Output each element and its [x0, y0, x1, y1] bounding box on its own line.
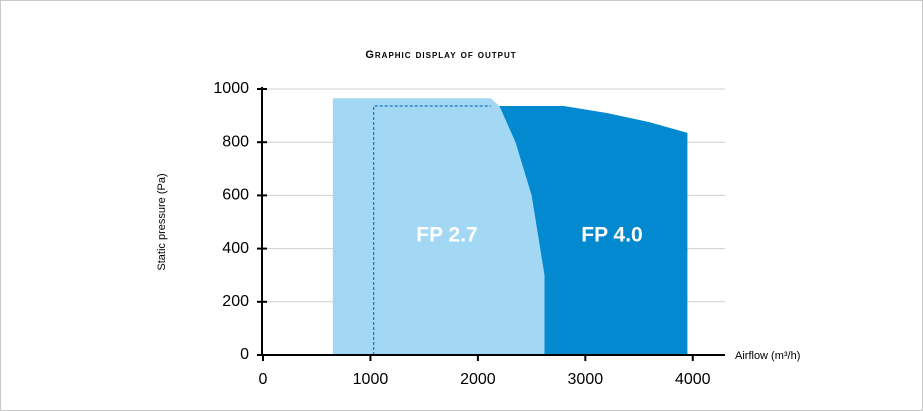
y-tick-label: 400	[222, 240, 249, 257]
y-tick-label: 600	[222, 187, 249, 204]
x-tick-label: 1000	[353, 371, 389, 388]
x-axis-label: Airflow (m³/h)	[735, 350, 800, 362]
y-tick-label: 1000	[213, 80, 249, 97]
area	[332, 98, 545, 355]
y-tick-label: 0	[240, 346, 249, 363]
chart-title: Graphic display of output	[365, 49, 516, 61]
x-tick-label: 3000	[568, 371, 604, 388]
y-tick-label: 200	[222, 293, 249, 310]
x-tick-label: 0	[259, 371, 268, 388]
x-tick-label: 2000	[460, 371, 496, 388]
y-tick-label: 800	[222, 133, 249, 150]
series-label: FP 4.0	[581, 224, 642, 247]
area	[499, 106, 688, 355]
series-label: FP 2.7	[416, 224, 477, 247]
outline-line	[373, 105, 491, 355]
y-axis-label: Static pressure (Pa)	[156, 173, 168, 270]
x-tick-label: 4000	[675, 371, 711, 388]
